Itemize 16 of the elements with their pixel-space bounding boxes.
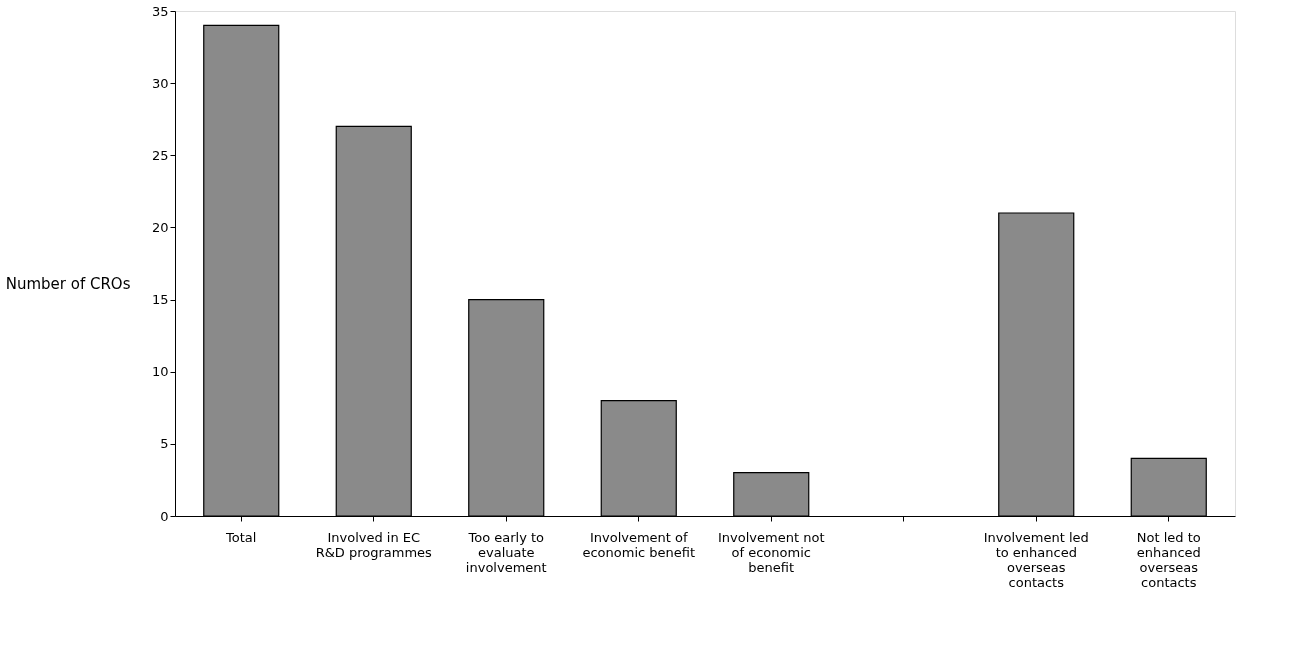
y-tick-label: 20 bbox=[151, 219, 169, 235]
x-tick-label: Involvement not of economic benefit bbox=[718, 529, 825, 575]
y-tick-label: 15 bbox=[151, 292, 169, 308]
x-tick-label: Too early to evaluate involvement bbox=[465, 529, 547, 575]
x-tick-label: Not led to enhanced overseas contacts bbox=[1136, 529, 1201, 590]
x-tick-label: Involvement of economic benefit bbox=[582, 529, 696, 560]
y-tick-label: 35 bbox=[151, 3, 169, 19]
y-tick-label: 5 bbox=[160, 436, 169, 452]
x-tick-label: Involved in EC R&D programmes bbox=[315, 529, 433, 560]
x-tick-label: Total bbox=[225, 529, 257, 545]
y-axis-title: Number of CROs bbox=[5, 274, 131, 293]
y-tick-label: 10 bbox=[151, 364, 169, 380]
x-tick-label: Involvement led to enhanced overseas contacts bbox=[983, 529, 1089, 590]
y-tick-label: 30 bbox=[151, 75, 169, 91]
y-tick-label: 0 bbox=[160, 508, 169, 524]
y-tick-label: 25 bbox=[151, 147, 169, 163]
